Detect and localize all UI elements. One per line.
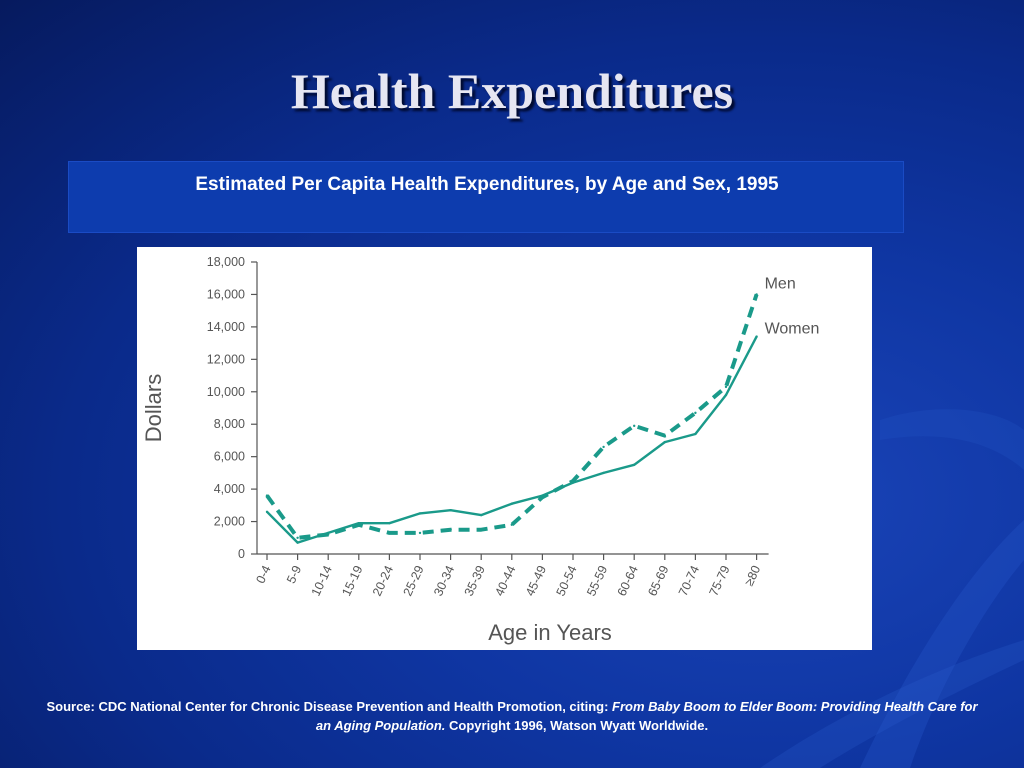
y-tick-label: 2,000	[214, 515, 245, 529]
x-tick-label: 5-9	[284, 563, 304, 585]
data-point-men	[663, 434, 666, 437]
source-suffix: Copyright 1996, Watson Wyatt Worldwide.	[445, 718, 709, 733]
subtitle-box: Estimated Per Capita Health Expenditures…	[68, 161, 904, 233]
y-tick-label: 12,000	[207, 352, 245, 366]
y-tick-label: 10,000	[207, 385, 245, 399]
data-point-men	[602, 445, 605, 449]
data-point-women	[633, 463, 636, 466]
data-point-women	[541, 494, 544, 497]
x-tick-label: 50-54	[554, 563, 580, 598]
y-tick-label: 4,000	[214, 482, 245, 496]
data-point-women	[357, 521, 360, 525]
series-label-women: Women	[765, 321, 820, 338]
y-tick-label: 16,000	[207, 287, 245, 301]
x-tick-label: 25-29	[401, 563, 427, 598]
chart-panel: 0 2,000 4,000 6,000 8,000 10,000 12,000 14,000 1…	[137, 247, 872, 650]
data-point-men	[694, 411, 697, 415]
data-point-women	[755, 335, 758, 338]
x-tick-label: 10-14	[309, 563, 335, 598]
data-point-women	[296, 541, 299, 544]
y-tick-label: 0	[238, 547, 245, 561]
y-tick-label: 14,000	[207, 320, 245, 334]
x-tick-label: 40-44	[492, 563, 518, 598]
data-point-women	[510, 502, 513, 505]
data-point-men	[480, 528, 483, 531]
x-tick-label: 0-4	[253, 563, 273, 585]
data-point-women	[694, 432, 697, 436]
data-point-women	[602, 471, 605, 475]
data-point-men	[388, 531, 391, 535]
data-point-men	[296, 536, 299, 539]
data-point-men	[633, 424, 636, 428]
x-axis-label: Age in Years	[488, 620, 612, 645]
data-point-men	[449, 528, 452, 531]
x-tick-label: 15-19	[339, 563, 365, 598]
y-tick-label: 18,000	[207, 255, 245, 269]
data-point-women	[265, 510, 269, 514]
data-point-women	[571, 481, 575, 484]
x-tick-label: 30-34	[431, 563, 457, 598]
x-tick-label: 75-79	[707, 563, 733, 598]
y-tick-label: 8,000	[214, 417, 245, 431]
x-tick-label: 55-59	[584, 563, 610, 598]
data-point-men	[418, 531, 422, 535]
data-point-men	[724, 385, 728, 389]
data-point-women	[663, 440, 666, 444]
x-tick-label: 65-69	[645, 563, 671, 598]
source-prefix: Source: CDC National Center for Chronic …	[46, 699, 613, 714]
line-chart: 0 2,000 4,000 6,000 8,000 10,000 12,000 14,000 1…	[141, 255, 820, 645]
series-line-men	[265, 293, 759, 540]
x-tick-label: 35-39	[462, 563, 488, 598]
series-label-men: Men	[765, 275, 796, 292]
data-point-women	[327, 531, 330, 535]
data-point-women	[449, 509, 452, 512]
x-tick-label: 70-74	[676, 563, 702, 598]
data-point-women	[418, 512, 422, 515]
x-tick-label: 20-24	[370, 563, 396, 598]
data-point-women	[388, 521, 391, 525]
chart-subtitle: Estimated Per Capita Health Expenditures…	[195, 174, 779, 195]
x-tick-label: ≥80	[742, 563, 763, 588]
data-point-women	[480, 513, 483, 517]
source-citation: Source: CDC National Center for Chronic …	[40, 697, 984, 735]
x-tick-label: 45-49	[523, 563, 549, 598]
data-point-women	[724, 393, 728, 397]
data-point-men	[510, 523, 513, 526]
y-tick-label: 6,000	[214, 450, 245, 464]
y-axis-label: Dollars	[141, 374, 166, 442]
series-line-women	[266, 336, 758, 544]
x-tick-label: 60-64	[615, 563, 641, 598]
slide-title: Health Expenditures	[290, 63, 734, 119]
data-point-men	[755, 293, 758, 296]
source-title: From Baby Boom to Elder Boom: Providing …	[315, 699, 978, 733]
data-point-men	[265, 494, 269, 497]
